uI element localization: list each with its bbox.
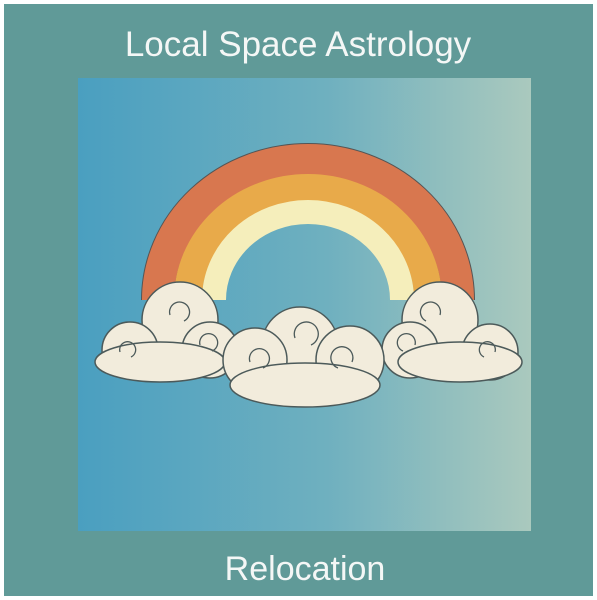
rainbow: [141, 143, 475, 301]
cloud-swirls: [119, 301, 496, 369]
title: Local Space Astrology: [125, 25, 472, 64]
subtitle: Relocation: [225, 550, 386, 588]
clouds: [94, 281, 523, 408]
